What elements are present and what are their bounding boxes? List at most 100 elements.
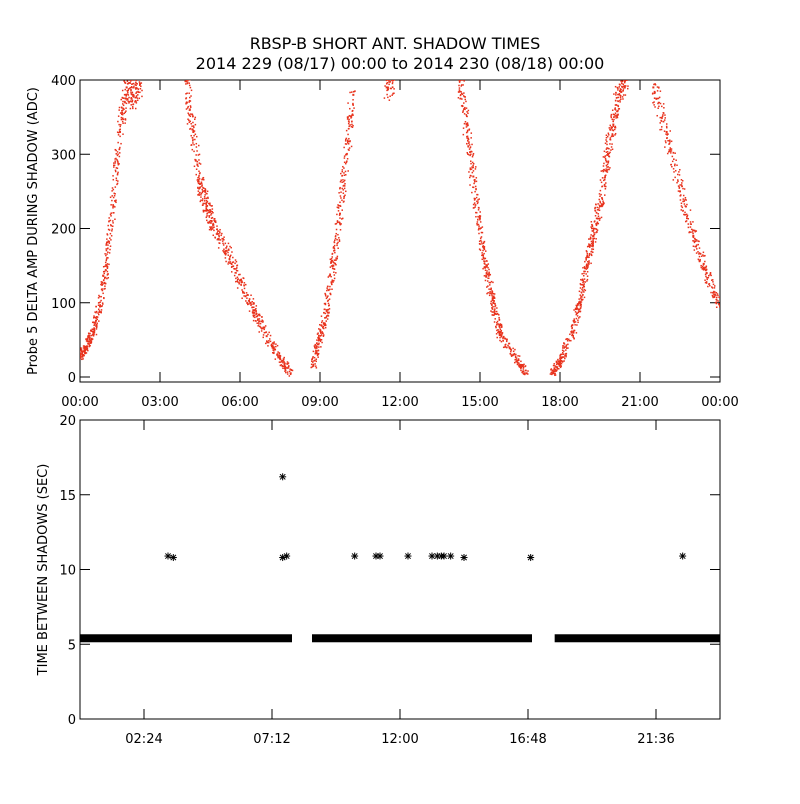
shadow-amp-point bbox=[572, 331, 575, 333]
shadow-amp-point bbox=[485, 272, 488, 275]
shadow-amp-point bbox=[343, 161, 346, 164]
shadow-amp-point bbox=[577, 317, 580, 319]
shadow-amp-point bbox=[613, 93, 615, 95]
shadow-amp-point bbox=[272, 346, 274, 348]
shadow-amp-point bbox=[480, 239, 482, 242]
shadow-amp-point bbox=[110, 225, 113, 227]
shadow-amp-point bbox=[680, 209, 683, 211]
shadow-amp-point bbox=[188, 78, 190, 80]
shadow-amp-point bbox=[594, 227, 596, 230]
shadow-amp-point bbox=[605, 136, 608, 139]
shadow-amp-point bbox=[186, 92, 188, 94]
shadow-amp-point bbox=[462, 110, 465, 112]
shadow-amp-point bbox=[93, 328, 95, 331]
shadow-amp-point bbox=[344, 194, 346, 197]
shadow-amp-point bbox=[329, 293, 332, 296]
shadow-amp-point bbox=[474, 190, 476, 193]
shadow-amp-point bbox=[684, 198, 686, 201]
shadow-amp-point bbox=[553, 369, 556, 371]
shadow-amp-point bbox=[659, 122, 661, 124]
shadow-amp-point bbox=[566, 340, 569, 342]
shadow-amp-point bbox=[525, 372, 528, 375]
shadow-amp-point bbox=[714, 293, 716, 296]
shadow-amp-point bbox=[522, 365, 524, 367]
shadow-amp-point bbox=[187, 80, 189, 81]
shadow-amp-point bbox=[483, 266, 486, 268]
shadow-amp-point bbox=[333, 247, 336, 250]
shadow-amp-point bbox=[581, 299, 583, 301]
shadow-amp-point bbox=[320, 334, 323, 336]
shadow-amp-point bbox=[558, 365, 561, 367]
shadow-amp-point bbox=[333, 241, 336, 243]
shadow-amp-point bbox=[324, 324, 326, 327]
shadow-amp-point bbox=[514, 348, 516, 351]
shadow-amp-point bbox=[110, 215, 112, 217]
shadow-amp-point bbox=[329, 292, 331, 295]
shadow-amp-point bbox=[669, 141, 671, 143]
shadow-amp-point bbox=[574, 307, 577, 310]
shadow-amp-point bbox=[198, 159, 200, 161]
shadow-amp-point bbox=[486, 270, 488, 272]
shadow-amp-point bbox=[692, 245, 695, 247]
shadow-amp-point bbox=[714, 291, 716, 293]
shadow-amp-point bbox=[186, 123, 189, 125]
shadow-amp-point bbox=[104, 287, 106, 290]
interval-asterisk-point bbox=[279, 473, 287, 481]
shadow-amp-point bbox=[583, 266, 586, 268]
shadow-amp-point bbox=[587, 245, 590, 248]
shadow-amp-point bbox=[242, 292, 244, 294]
shadow-amp-point bbox=[553, 370, 556, 373]
shadow-amp-point bbox=[230, 262, 233, 265]
shadow-amp-point bbox=[320, 324, 322, 327]
shadow-amp-point bbox=[694, 245, 696, 248]
shadow-amp-point bbox=[96, 318, 99, 321]
shadow-amp-point bbox=[139, 91, 141, 94]
shadow-amp-point bbox=[258, 320, 261, 322]
shadow-amp-point bbox=[491, 311, 493, 313]
shadow-amp-point bbox=[216, 225, 218, 227]
shadow-amp-point bbox=[198, 162, 201, 164]
shadow-amp-point bbox=[682, 198, 685, 200]
shadow-amp-point bbox=[391, 86, 394, 89]
shadow-amp-point bbox=[234, 259, 237, 261]
shadow-amp-point bbox=[87, 336, 89, 338]
shadow-amp-point bbox=[255, 305, 258, 307]
shadow-amp-point bbox=[231, 261, 234, 264]
shadow-amp-point bbox=[524, 373, 526, 376]
shadow-amp-point bbox=[623, 80, 625, 82]
shadow-amp-point bbox=[121, 120, 124, 123]
shadow-amp-point bbox=[474, 180, 476, 183]
shadow-amp-point bbox=[210, 219, 213, 222]
shadow-amp-point bbox=[596, 217, 598, 220]
shadow-amp-point bbox=[330, 262, 332, 265]
shadow-amp-point bbox=[571, 324, 574, 327]
shadow-amp-point bbox=[287, 362, 290, 364]
shadow-amp-point bbox=[117, 131, 120, 134]
shadow-amp-point bbox=[590, 250, 593, 253]
shadow-amp-point bbox=[339, 229, 342, 231]
shadow-amp-point bbox=[205, 207, 207, 210]
shadow-amp-point bbox=[578, 290, 581, 293]
shadow-amp-point bbox=[672, 179, 675, 181]
shadow-amp-point bbox=[197, 194, 199, 196]
shadow-amp-point bbox=[390, 80, 393, 82]
shadow-amp-point bbox=[332, 281, 334, 283]
shadow-amp-point bbox=[672, 168, 675, 170]
shadow-amp-point bbox=[713, 285, 716, 287]
shadow-amp-point bbox=[684, 213, 687, 216]
shadow-amp-point bbox=[692, 240, 694, 242]
shadow-amp-point bbox=[106, 270, 109, 273]
shadow-amp-point bbox=[113, 164, 116, 167]
shadow-amp-point bbox=[93, 329, 96, 332]
shadow-amp-point bbox=[627, 78, 629, 80]
shadow-amp-point bbox=[341, 218, 343, 220]
chart-title-line-1: RBSP-B SHORT ANT. SHADOW TIMES bbox=[250, 34, 541, 53]
shadow-amp-point bbox=[695, 245, 697, 248]
shadow-amp-point bbox=[203, 190, 206, 192]
shadow-amp-point bbox=[612, 125, 614, 127]
shadow-amp-point bbox=[622, 98, 624, 100]
shadow-amp-point bbox=[191, 125, 193, 127]
interval-asterisk-point bbox=[283, 552, 291, 560]
shadow-amp-point bbox=[520, 369, 522, 372]
shadow-amp-point bbox=[235, 260, 238, 263]
